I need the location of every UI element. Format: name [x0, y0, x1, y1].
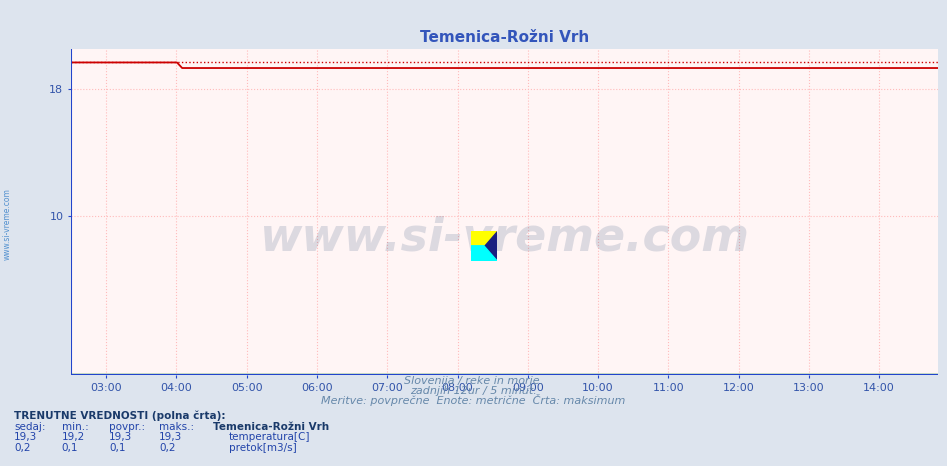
Title: Temenica-Rožni Vrh: Temenica-Rožni Vrh: [420, 30, 589, 45]
Text: 0,1: 0,1: [62, 443, 78, 452]
Text: Slovenija / reke in morje.: Slovenija / reke in morje.: [404, 377, 543, 386]
Text: temperatura[C]: temperatura[C]: [229, 432, 311, 442]
Text: 19,3: 19,3: [109, 432, 133, 442]
Polygon shape: [484, 231, 497, 246]
Text: zadnjih 12ur / 5 minut.: zadnjih 12ur / 5 minut.: [410, 386, 537, 396]
Text: min.:: min.:: [62, 422, 88, 432]
Text: pretok[m3/s]: pretok[m3/s]: [229, 443, 297, 452]
Text: povpr.:: povpr.:: [109, 422, 145, 432]
Text: 0,2: 0,2: [14, 443, 30, 452]
Text: Temenica-Rožni Vrh: Temenica-Rožni Vrh: [213, 422, 330, 432]
Text: sedaj:: sedaj:: [14, 422, 45, 432]
Polygon shape: [471, 231, 484, 246]
Text: 19,3: 19,3: [159, 432, 183, 442]
Polygon shape: [471, 246, 497, 261]
Text: TRENUTNE VREDNOSTI (polna črta):: TRENUTNE VREDNOSTI (polna črta):: [14, 411, 225, 421]
Text: 19,3: 19,3: [14, 432, 38, 442]
Text: Meritve: povprečne  Enote: metrične  Črta: maksimum: Meritve: povprečne Enote: metrične Črta:…: [321, 395, 626, 406]
Polygon shape: [484, 246, 497, 261]
Text: 0,1: 0,1: [109, 443, 125, 452]
Text: 0,2: 0,2: [159, 443, 175, 452]
Text: www.si-vreme.com: www.si-vreme.com: [3, 188, 12, 260]
Text: maks.:: maks.:: [159, 422, 194, 432]
Polygon shape: [471, 231, 497, 246]
Polygon shape: [471, 246, 484, 261]
Text: www.si-vreme.com: www.si-vreme.com: [259, 216, 749, 260]
Text: 19,2: 19,2: [62, 432, 85, 442]
